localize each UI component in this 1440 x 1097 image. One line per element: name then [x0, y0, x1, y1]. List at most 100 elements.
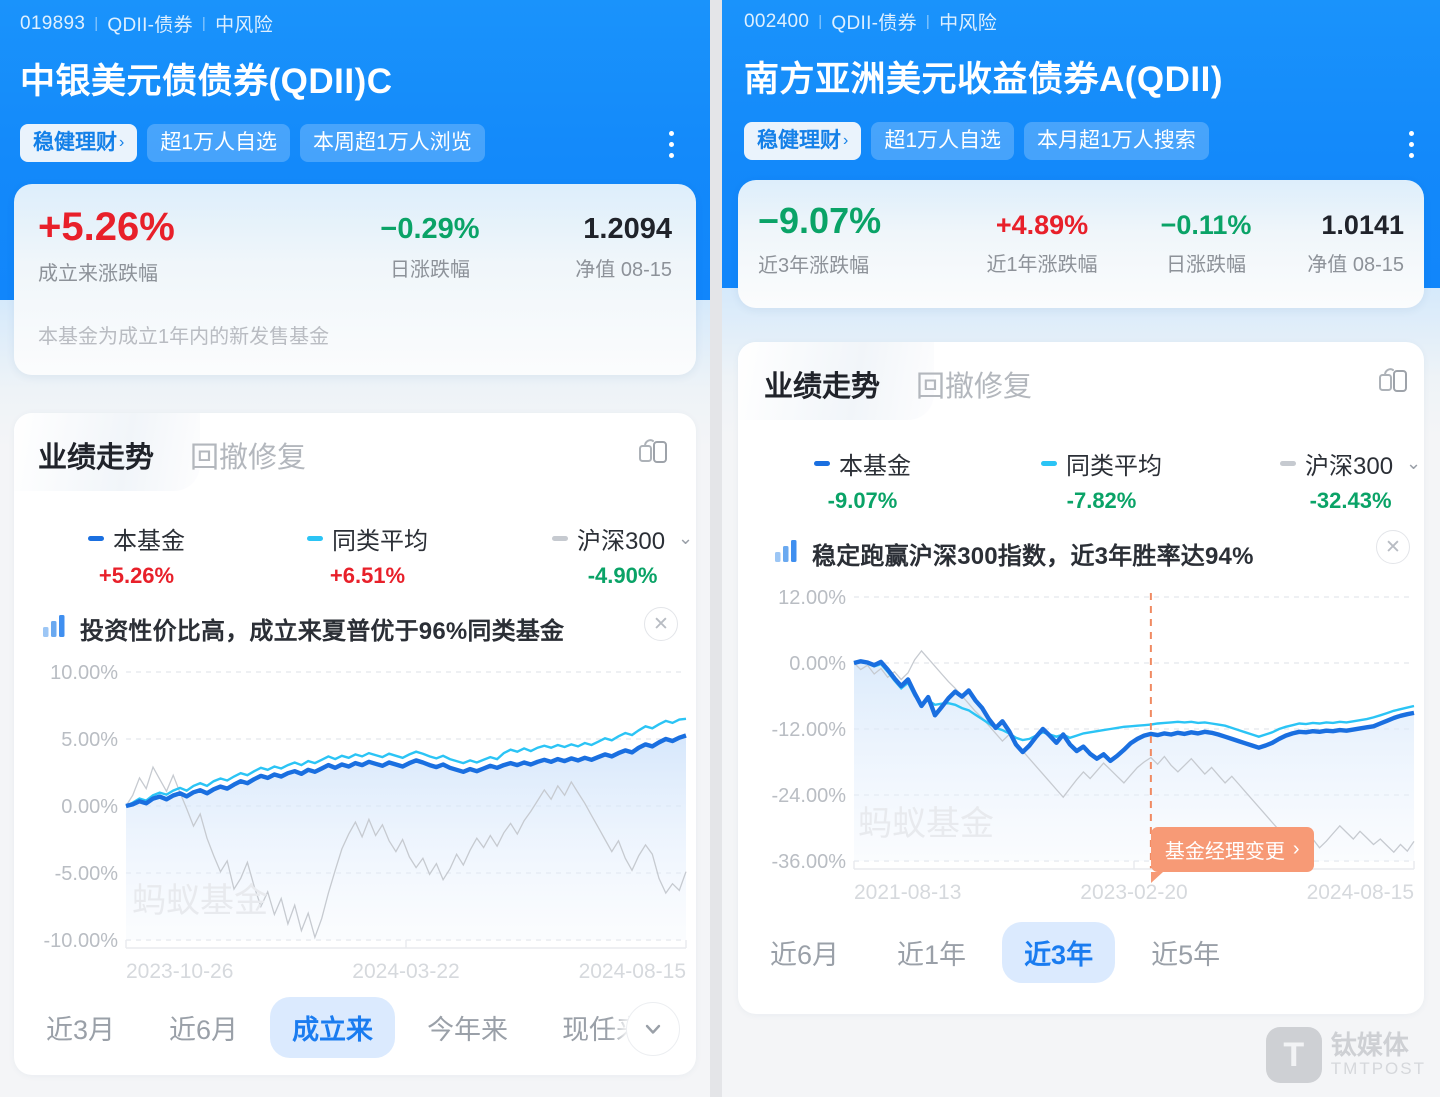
- tag-label: 稳健理财: [33, 131, 117, 154]
- tab-drawdown-recovery[interactable]: 回撤修复: [190, 442, 307, 475]
- tag-watchers[interactable]: 超1万人自选: [871, 122, 1015, 161]
- svg-text:12.00%: 12.00%: [778, 587, 846, 609]
- breadcrumb-sep: |: [201, 15, 207, 32]
- legend-label: 同类平均: [1066, 453, 1162, 481]
- stat-daily-change: −0.11% 日涨跌幅: [1130, 202, 1282, 277]
- range-3m[interactable]: 近3月: [46, 1014, 116, 1045]
- tab-performance-trend[interactable]: 业绩走势: [764, 371, 881, 404]
- stat-nav: 1.0141 净值 08-15: [1282, 202, 1404, 277]
- legend-value: -4.90%: [587, 563, 658, 589]
- tmtpost-watermark: T 钛媒体 TMTPOST: [1265, 1027, 1426, 1083]
- legend-item-peer-average[interactable]: 同类平均 -7.82%: [1041, 446, 1162, 514]
- chart-line-fund: [125, 733, 687, 809]
- performance-card: 业绩走势 回撤修复 本基金 +5.26%: [14, 413, 696, 1076]
- svg-text:0.00%: 0.00%: [61, 796, 118, 818]
- legend-label: 本基金: [839, 453, 911, 481]
- manager-change-badge[interactable]: 基金经理变更 ›: [1150, 827, 1314, 884]
- page-title: 南方亚洲美元收益债券A(QDII): [744, 60, 1224, 99]
- chart-legend: 本基金 +5.26% 同类平均 +6.51% 沪深300 ⌄: [14, 491, 696, 589]
- insight-text: 投资性价比高，成立来夏普优于96%同类基金: [80, 618, 565, 646]
- performance-card: 业绩走势 回撤修复 本基金 -9.07%: [738, 342, 1424, 1015]
- legend-value: +6.51%: [329, 563, 406, 589]
- range-5y[interactable]: 近5年: [1151, 939, 1221, 970]
- stats-row: −9.07% 近3年涨跌幅 +4.89% 近1年涨跌幅 −0.11% 日涨跌幅 …: [758, 201, 1404, 278]
- insight-banner: 稳定跑赢沪深300指数，近3年胜率达94% ✕: [738, 514, 1424, 571]
- compare-phone-icon[interactable]: [1376, 364, 1410, 403]
- svg-text:2023-02-20: 2023-02-20: [1080, 881, 1187, 904]
- performance-chart[interactable]: 12.00% 0.00% -12.00% -24.00% -36.00% 蚂蚁基金 20…: [738, 579, 1424, 909]
- expand-ranges-button[interactable]: [626, 1002, 680, 1057]
- tag-watchers[interactable]: 超1万人自选: [147, 124, 291, 163]
- tag-steady-finance[interactable]: 稳健理财 ›: [20, 124, 138, 163]
- legend-label: 本基金: [113, 528, 185, 556]
- stat-label: 日涨跌幅: [1166, 254, 1246, 277]
- close-icon[interactable]: ✕: [1376, 530, 1410, 565]
- tag-label: 稳健理财: [757, 129, 841, 152]
- tag-views[interactable]: 本周超1万人浏览: [300, 124, 485, 163]
- chart-watermark: 蚂蚁基金: [132, 882, 268, 920]
- stats-row: +5.26% 成立来涨跌幅 −0.29% 日涨跌幅 1.2094 净值 08-1…: [38, 205, 672, 286]
- compare-phone-icon[interactable]: [636, 435, 670, 474]
- tag-steady-finance[interactable]: 稳健理财 ›: [744, 122, 862, 161]
- panel-divider: [710, 0, 722, 1097]
- fund-category: QDII-债券: [107, 15, 193, 36]
- manager-change-label: 基金经理变更: [1164, 841, 1285, 864]
- svg-text:2023-10-26: 2023-10-26: [126, 960, 233, 983]
- chart-x-axis-labels: 2021-08-13 2023-02-20 2024-08-15: [854, 881, 1414, 904]
- legend-swatch-peer: [1041, 461, 1057, 467]
- legend-label: 同类平均: [332, 528, 428, 556]
- performance-chart[interactable]: 10.00% 5.00% 0.00% -5.00% -10.00% 蚂蚁基金 2023-…: [14, 654, 696, 984]
- tag-row: 稳健理财 › 超1万人自选 本周超1万人浏览: [0, 104, 710, 163]
- breadcrumb-sep: |: [94, 15, 99, 32]
- legend-item-csi300[interactable]: 沪深300 ⌄ -4.90%: [552, 521, 693, 589]
- range-3y[interactable]: 近3年: [1002, 921, 1116, 983]
- page-title: 中银美元债债券(QDII)C: [20, 62, 393, 101]
- legend-item-fund[interactable]: 本基金 +5.26%: [88, 521, 185, 589]
- range-6m[interactable]: 近6月: [169, 1014, 239, 1045]
- range-6m[interactable]: 近6月: [770, 939, 840, 970]
- stat-value: −0.29%: [380, 213, 480, 246]
- range-selector: 近3月 近6月 成立来 今年来 现任来: [14, 984, 696, 1070]
- svg-text:2024-03-22: 2024-03-22: [352, 960, 459, 983]
- stat-daily-change: −0.29% 日涨跌幅: [330, 206, 530, 282]
- fund-panel-right: 002400 | QDII-债券 | 中风险 南方亚洲美元收益债券A(QDII)…: [722, 0, 1440, 1097]
- legend-item-fund[interactable]: 本基金 -9.07%: [814, 446, 911, 514]
- stat-label: 近3年涨跌幅: [758, 255, 870, 278]
- stat-label: 净值 08-15: [575, 259, 672, 282]
- range-ytd[interactable]: 今年来: [427, 1014, 509, 1045]
- overflow-menu-icon[interactable]: [1396, 120, 1426, 168]
- stat-value: −0.11%: [1160, 210, 1252, 241]
- stat-since-inception: +5.26% 成立来涨跌幅: [38, 205, 330, 286]
- chart-svg: 12.00% 0.00% -12.00% -24.00% -36.00% 蚂蚁基金 20…: [772, 587, 1415, 904]
- legend-value: -32.43%: [1309, 488, 1392, 514]
- tmtpost-name-en: TMTPOST: [1330, 1058, 1426, 1078]
- chevron-down-icon[interactable]: ⌄: [678, 528, 694, 549]
- legend-item-csi300[interactable]: 沪深300 ⌄ -32.43%: [1280, 446, 1421, 514]
- legend-item-peer-average[interactable]: 同类平均 +6.51%: [307, 521, 428, 589]
- range-1y[interactable]: 近1年: [897, 939, 967, 970]
- svg-text:-12.00%: -12.00%: [772, 719, 847, 741]
- overflow-menu-icon[interactable]: [656, 120, 686, 168]
- close-icon[interactable]: ✕: [644, 607, 678, 642]
- tab-active-background: [14, 413, 200, 492]
- chevron-down-icon[interactable]: ⌄: [1406, 453, 1422, 474]
- chart-legend: 本基金 -9.07% 同类平均 -7.82% 沪深300 ⌄: [738, 420, 1424, 514]
- tag-searches[interactable]: 本月超1万人搜索: [1024, 122, 1209, 161]
- chart-area-fill: [854, 661, 1414, 862]
- legend-swatch-csi300: [1280, 461, 1296, 467]
- tab-performance-trend[interactable]: 业绩走势: [38, 442, 155, 475]
- tab-drawdown-recovery[interactable]: 回撤修复: [916, 371, 1033, 404]
- svg-text:2024-08-15: 2024-08-15: [1307, 881, 1414, 904]
- stat-value: 1.2094: [583, 213, 672, 246]
- range-since-inception[interactable]: 成立来: [270, 996, 396, 1058]
- stats-card: +5.26% 成立来涨跌幅 −0.29% 日涨跌幅 1.2094 净值 08-1…: [14, 184, 696, 376]
- fund-category: QDII-债券: [831, 13, 917, 34]
- stat-nav: 1.2094 净值 08-15: [530, 206, 672, 282]
- fund-code: 019893: [20, 12, 86, 34]
- chart-line-csi300: [125, 765, 687, 940]
- new-fund-note: 本基金为成立1年内的新发售基金: [38, 326, 330, 349]
- svg-text:2024-08-15: 2024-08-15: [579, 960, 686, 983]
- stat-value: +5.26%: [38, 205, 175, 250]
- legend-label: 沪深300: [1305, 453, 1394, 481]
